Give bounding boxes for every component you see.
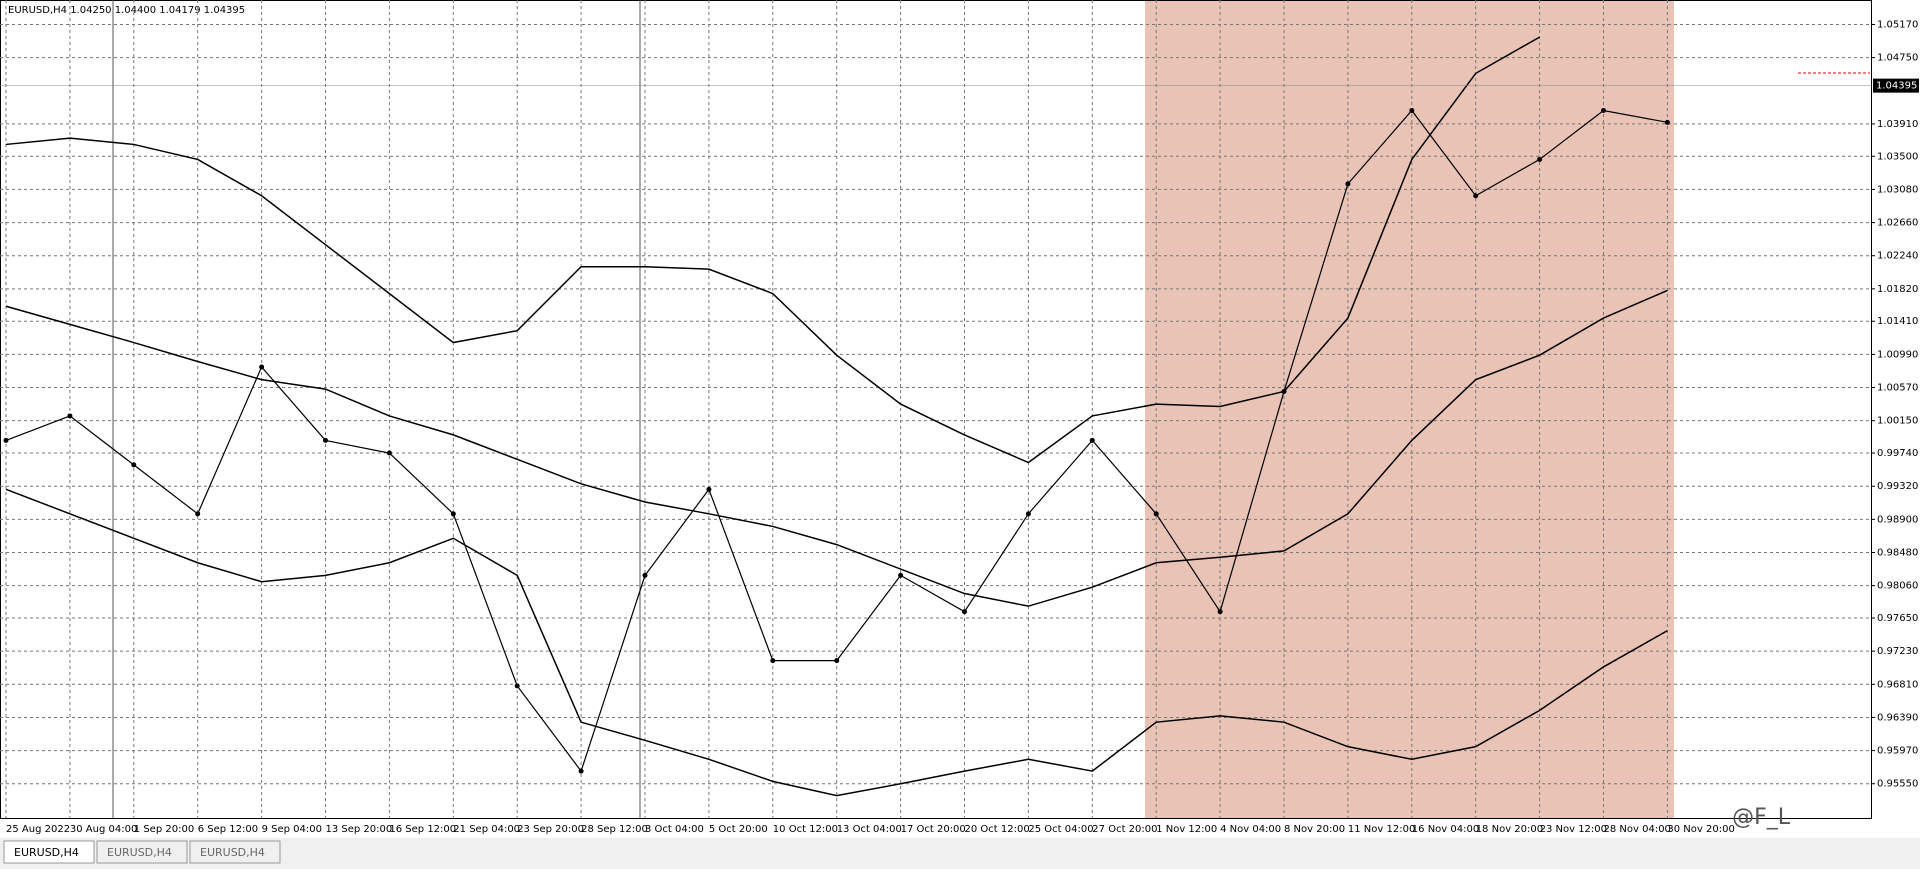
y-tick-label: 0.99320	[1877, 481, 1918, 492]
price-marker-label: 1.04395	[1876, 81, 1917, 92]
price-point	[1153, 511, 1159, 517]
y-tick-label: 0.98060	[1877, 581, 1918, 592]
y-tick-label: 0.97650	[1877, 613, 1918, 624]
price-point	[1409, 107, 1415, 113]
x-tick-label: 4 Nov 04:00	[1220, 824, 1281, 835]
x-tick-label: 30 Nov 20:00	[1667, 824, 1734, 835]
y-tick-label: 1.05170	[1877, 19, 1918, 30]
price-point	[770, 658, 776, 664]
x-tick-label: 11 Nov 12:00	[1348, 824, 1415, 835]
y-tick-label: 0.97230	[1877, 646, 1918, 657]
y-tick-label: 1.04750	[1877, 53, 1918, 64]
price-point	[1473, 193, 1479, 199]
x-tick-label: 3 Oct 04:00	[645, 824, 704, 835]
x-tick-label: 13 Sep 20:00	[326, 824, 393, 835]
price-point	[898, 572, 904, 578]
y-tick-label: 0.96390	[1877, 712, 1918, 723]
y-tick-label: 0.95550	[1877, 779, 1918, 790]
x-tick-label: 28 Nov 04:00	[1604, 824, 1671, 835]
y-tick-label: 1.01410	[1877, 316, 1918, 327]
y-tick-label: 1.03910	[1877, 119, 1918, 130]
price-point	[386, 450, 392, 456]
tab-label[interactable]: EURUSD,H4	[107, 846, 172, 859]
price-point	[131, 462, 137, 468]
price-point	[706, 486, 712, 492]
y-tick-label: 1.00150	[1877, 416, 1918, 427]
plot-frame	[0, 0, 1872, 819]
x-tick-label: 17 Oct 20:00	[901, 824, 966, 835]
x-tick-label: 5 Oct 20:00	[709, 824, 768, 835]
price-point	[1025, 511, 1031, 517]
y-tick-label: 1.03080	[1877, 184, 1918, 195]
watermark: @F_L	[1732, 805, 1791, 830]
x-tick-label: 1 Sep 20:00	[134, 824, 194, 835]
y-tick-label: 0.96810	[1877, 679, 1918, 690]
y-tick-label: 0.99740	[1877, 448, 1918, 459]
x-tick-label: 30 Aug 04:00	[70, 824, 137, 835]
price-point	[962, 609, 967, 615]
price-point	[1537, 156, 1543, 162]
x-tick-label: 16 Nov 04:00	[1412, 824, 1479, 835]
tab[interactable]	[96, 840, 188, 864]
price-point	[259, 364, 265, 370]
price-point	[1345, 181, 1351, 187]
x-tick-label: 8 Nov 20:00	[1284, 824, 1345, 835]
x-tick-label: 27 Oct 20:00	[1092, 824, 1157, 835]
price-point	[642, 572, 648, 578]
x-tick-label: 6 Sep 12:00	[198, 824, 258, 835]
price-point	[1089, 437, 1095, 443]
band-line	[5, 488, 1668, 797]
band-line	[5, 289, 1668, 607]
y-tick-label: 0.98480	[1877, 547, 1918, 558]
x-tick-label: 28 Sep 12:00	[581, 824, 648, 835]
tab-label[interactable]: EURUSD,H4	[200, 846, 265, 859]
tab-label[interactable]: EURUSD,H4	[14, 846, 79, 859]
x-tick-label: 9 Sep 04:00	[262, 824, 322, 835]
x-tick-label: 25 Aug 2022	[6, 824, 70, 835]
y-tick-label: 1.00570	[1877, 383, 1918, 394]
price-point	[834, 658, 840, 664]
symbol-header: EURUSD,H4 1.04250 1.04400 1.04179 1.0439…	[8, 5, 245, 16]
x-tick-label: 18 Nov 20:00	[1476, 824, 1543, 835]
y-tick-label: 1.02660	[1877, 218, 1918, 229]
price-point	[1601, 107, 1606, 113]
price-point	[514, 683, 520, 689]
highlight-zone	[1145, 0, 1674, 818]
price-point	[578, 768, 584, 774]
price-point	[67, 413, 73, 419]
y-tick-label: 0.98900	[1877, 514, 1918, 525]
y-tick-label: 1.02240	[1877, 251, 1918, 262]
price-point	[195, 511, 201, 517]
tab[interactable]	[189, 840, 281, 864]
tab-bar	[0, 838, 1920, 869]
price-point	[1664, 119, 1670, 125]
x-tick-label: 1 Nov 12:00	[1156, 824, 1217, 835]
x-tick-label: 23 Sep 20:00	[517, 824, 584, 835]
y-tick-label: 1.01820	[1877, 284, 1918, 295]
x-tick-label: 13 Oct 04:00	[837, 824, 902, 835]
x-tick-label: 23 Nov 12:00	[1540, 824, 1607, 835]
y-tick-label: 0.95970	[1877, 746, 1918, 757]
y-tick-label: 1.03500	[1877, 151, 1918, 162]
x-tick-label: 20 Oct 12:00	[965, 824, 1030, 835]
x-tick-label: 25 Oct 04:00	[1028, 824, 1093, 835]
x-tick-label: 10 Oct 12:00	[773, 824, 838, 835]
y-tick-label: 1.00990	[1877, 349, 1918, 360]
tab[interactable]	[3, 840, 95, 864]
x-tick-label: 16 Sep 12:00	[389, 824, 456, 835]
price-point	[323, 437, 328, 443]
x-tick-label: 21 Sep 04:00	[453, 824, 520, 835]
price-marker	[1873, 78, 1919, 93]
price-point	[3, 437, 9, 443]
price-point	[450, 511, 456, 517]
price-point	[1217, 609, 1223, 615]
band-line	[5, 36, 1540, 464]
